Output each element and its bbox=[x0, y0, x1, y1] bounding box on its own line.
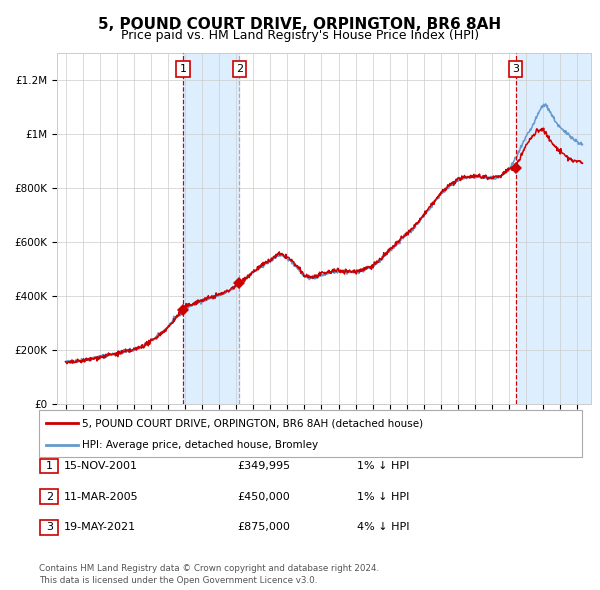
Text: 19-MAY-2021: 19-MAY-2021 bbox=[64, 523, 136, 532]
Text: £875,000: £875,000 bbox=[237, 523, 290, 532]
Text: Contains HM Land Registry data © Crown copyright and database right 2024.
This d: Contains HM Land Registry data © Crown c… bbox=[39, 565, 379, 585]
Bar bbox=[183, 53, 239, 404]
Text: 5, POUND COURT DRIVE, ORPINGTON, BR6 8AH (detached house): 5, POUND COURT DRIVE, ORPINGTON, BR6 8AH… bbox=[82, 418, 424, 428]
Bar bbox=[515, 53, 591, 404]
Text: 15-NOV-2001: 15-NOV-2001 bbox=[64, 461, 138, 471]
Text: Price paid vs. HM Land Registry's House Price Index (HPI): Price paid vs. HM Land Registry's House … bbox=[121, 30, 479, 42]
Text: 2: 2 bbox=[236, 64, 243, 74]
Text: £349,995: £349,995 bbox=[237, 461, 290, 471]
Text: 2: 2 bbox=[46, 492, 53, 502]
Text: 1: 1 bbox=[46, 461, 53, 471]
Text: 1% ↓ HPI: 1% ↓ HPI bbox=[357, 492, 409, 502]
Text: 5, POUND COURT DRIVE, ORPINGTON, BR6 8AH: 5, POUND COURT DRIVE, ORPINGTON, BR6 8AH bbox=[98, 17, 502, 31]
Text: 3: 3 bbox=[512, 64, 519, 74]
Text: £450,000: £450,000 bbox=[237, 492, 290, 502]
Text: 1% ↓ HPI: 1% ↓ HPI bbox=[357, 461, 409, 471]
Text: HPI: Average price, detached house, Bromley: HPI: Average price, detached house, Brom… bbox=[82, 441, 319, 450]
Text: 1: 1 bbox=[179, 64, 187, 74]
Text: 3: 3 bbox=[46, 523, 53, 532]
Text: 4% ↓ HPI: 4% ↓ HPI bbox=[357, 523, 409, 532]
Text: 11-MAR-2005: 11-MAR-2005 bbox=[64, 492, 139, 502]
